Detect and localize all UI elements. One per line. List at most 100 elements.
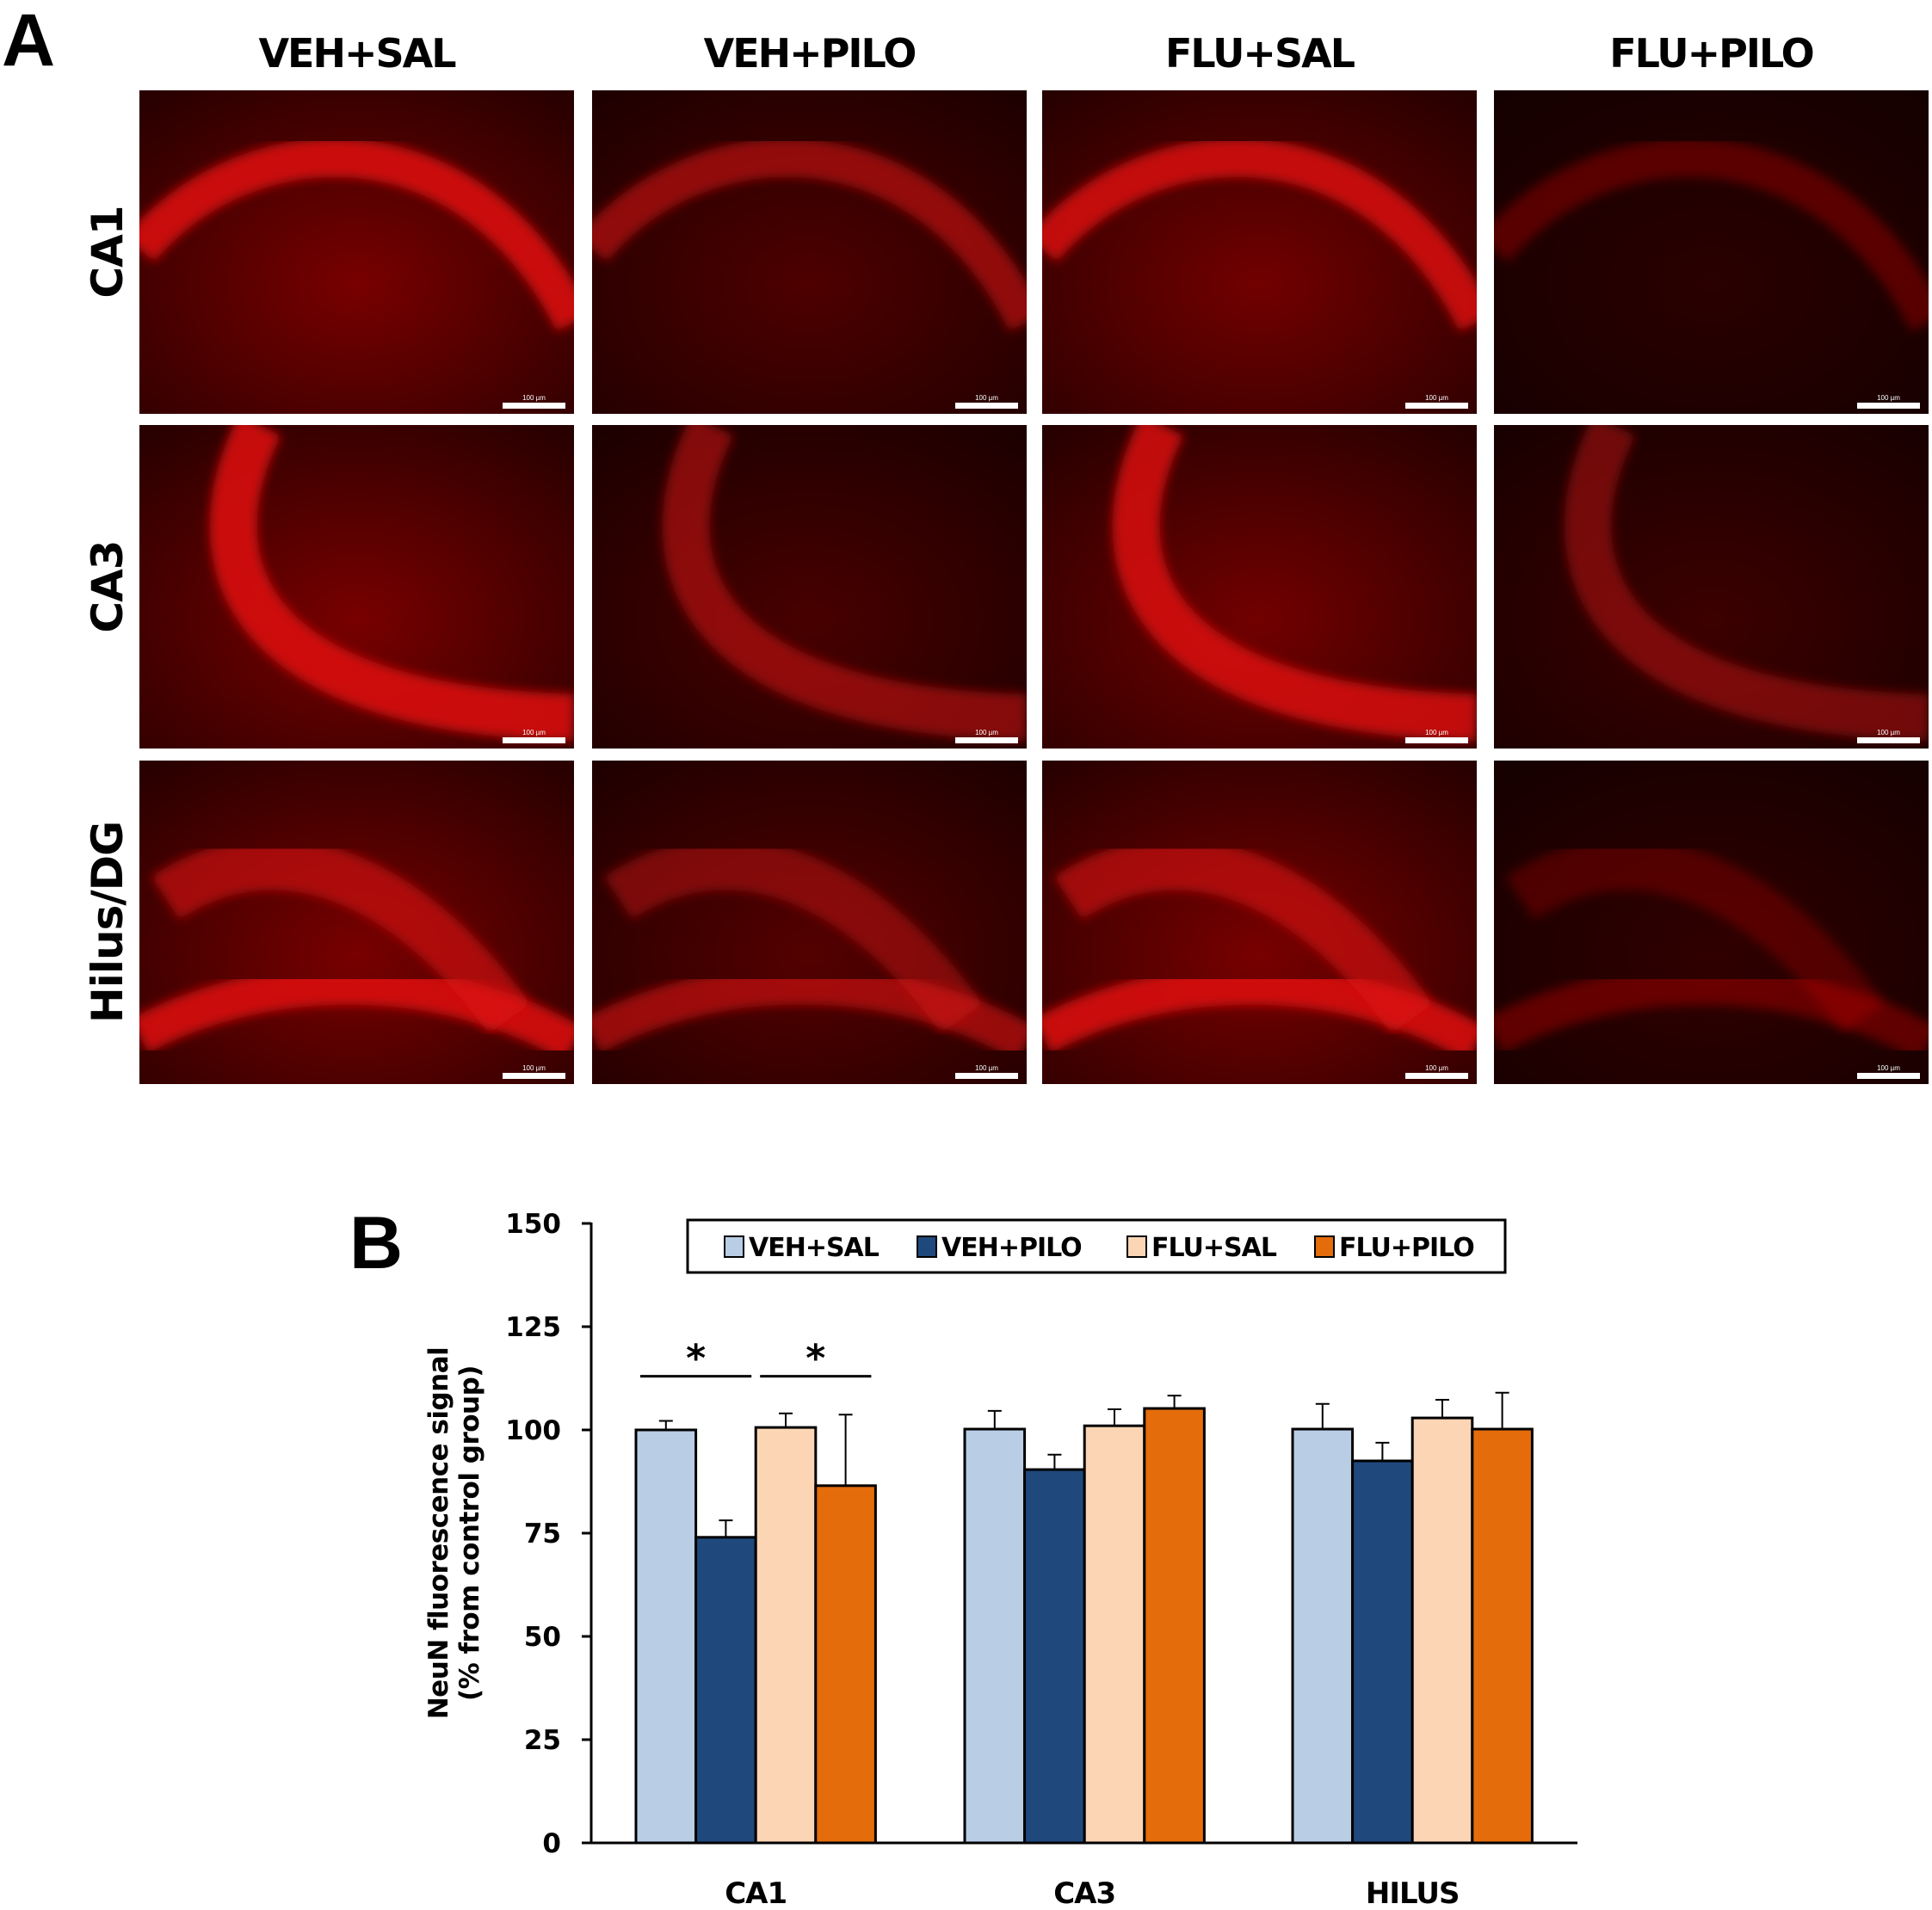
micrograph-1-2: 100 µm <box>1042 425 1477 749</box>
scale-bar-label: 100 µm <box>1877 729 1900 736</box>
bar-ca1-2 <box>754 1426 818 1845</box>
micrograph-2-0: 100 µm <box>139 761 574 1084</box>
scale-bar-line <box>503 737 565 743</box>
scale-bar-label: 100 µm <box>1425 729 1448 736</box>
y-tick-label: 150 <box>505 1209 561 1240</box>
y-axis-label: NeuN fluorescence signal <box>423 1347 454 1720</box>
scale-bar-line <box>1857 1073 1920 1079</box>
tissue-image <box>592 761 1027 1084</box>
column-heading-flu-pilo: FLU+PILO <box>1609 30 1815 77</box>
bar-ca1-0 <box>634 1428 698 1845</box>
scale-bar-line <box>955 737 1018 743</box>
error-bars <box>658 1391 1509 1537</box>
cell-layer <box>1564 425 1929 742</box>
scale-bar-line <box>1857 403 1920 409</box>
micrograph-0-1: 100 µm <box>592 90 1027 414</box>
column-heading-veh-sal: VEH+SAL <box>258 30 456 77</box>
scale-bar-line <box>1405 737 1468 743</box>
bar-ca1-3 <box>814 1484 877 1845</box>
legend-swatch-0 <box>724 1235 744 1258</box>
scale-bar: 100 µm <box>1857 729 1920 743</box>
significance-markers: * * <box>640 1337 872 1381</box>
cell-layer <box>1042 965 1477 1062</box>
scale-bar: 100 µm <box>1857 1064 1920 1079</box>
tissue-image <box>1042 90 1477 414</box>
legend-box <box>686 1218 1507 1274</box>
cell-layer <box>139 138 574 332</box>
bar-ca3-1 <box>1023 1468 1086 1845</box>
legend-swatch-2 <box>1126 1235 1147 1258</box>
scale-bar-line <box>955 1073 1018 1079</box>
scale-bar: 100 µm <box>955 1064 1018 1079</box>
y-tick-label: 0 <box>542 1828 561 1859</box>
scale-bar: 100 µm <box>503 729 565 743</box>
scale-bar-line <box>503 403 565 409</box>
tissue-image <box>1042 761 1477 1084</box>
cell-layer <box>1494 138 1929 332</box>
scale-bar-label: 100 µm <box>1877 1064 1900 1072</box>
bars <box>634 1407 1534 1845</box>
micrograph-1-3: 100 µm <box>1494 425 1929 749</box>
tissue-image <box>592 90 1027 414</box>
bar-ca3-0 <box>963 1427 1027 1845</box>
cell-layer <box>1112 425 1477 742</box>
micrograph-0-3: 100 µm <box>1494 90 1929 414</box>
scale-bar-line <box>955 403 1018 409</box>
micrograph-1-1: 100 µm <box>592 425 1027 749</box>
bar-ca3-3 <box>1143 1407 1206 1845</box>
scale-bar-label: 100 µm <box>1877 394 1900 402</box>
y-tick-label: 50 <box>524 1622 561 1653</box>
micrograph-0-0: 100 µm <box>139 90 574 414</box>
row-heading-ca3: CA3 <box>83 540 133 633</box>
scale-bar: 100 µm <box>955 729 1018 743</box>
cell-layer <box>662 425 1027 742</box>
cell-layer <box>1053 838 1434 1034</box>
cell-layer <box>1042 138 1477 332</box>
bar-hilus-0 <box>1291 1427 1355 1845</box>
tissue-image <box>139 425 574 749</box>
legend-label-2: FLU+SAL <box>1151 1233 1277 1263</box>
scale-bar-line <box>1405 1073 1468 1079</box>
tissue-image <box>1494 90 1929 414</box>
scale-bar-line <box>503 1073 565 1079</box>
panel-a-label: A <box>2 0 56 82</box>
micrograph-1-0: 100 µm <box>139 425 574 749</box>
significance-asterisk: * <box>686 1337 706 1381</box>
legend-label-1: VEH+PILO <box>941 1233 1082 1263</box>
bar-hilus-1 <box>1351 1459 1414 1845</box>
legend-swatch-1 <box>917 1235 937 1258</box>
bar-hilus-3 <box>1471 1427 1534 1845</box>
scale-bar-label: 100 µm <box>522 729 546 736</box>
cell-layer <box>209 425 574 742</box>
y-tick-label: 75 <box>524 1519 561 1550</box>
y-tick-label: 25 <box>524 1725 561 1756</box>
x-tick-label-hilus: HILUS <box>1366 1876 1460 1910</box>
x-axis-labels: CA1 CA3 HILUS <box>725 1876 1460 1910</box>
cell-layer <box>603 838 984 1034</box>
tissue-image <box>1494 425 1929 749</box>
y-axis-ticks: 0 25 50 75 100 125 150 <box>505 1209 591 1859</box>
scale-bar-label: 100 µm <box>1425 394 1448 402</box>
cell-layer <box>139 965 574 1062</box>
scale-bar: 100 µm <box>1405 729 1468 743</box>
cell-layer <box>1505 838 1886 1034</box>
significance-asterisk: * <box>806 1337 825 1381</box>
micrograph-2-3: 100 µm <box>1494 761 1929 1084</box>
legend-label-3: FLU+PILO <box>1339 1233 1474 1263</box>
bar-ca1-1 <box>694 1536 757 1845</box>
legend-label-0: VEH+SAL <box>749 1233 880 1263</box>
row-heading-hilus-dg: Hilus/DG <box>83 821 133 1024</box>
tissue-image <box>1494 761 1929 1084</box>
panel-b-label: B <box>349 1202 404 1285</box>
y-axis-label-line2: (% from control group) <box>454 1365 485 1701</box>
x-tick-label-ca1: CA1 <box>725 1876 787 1910</box>
x-tick-label-ca3: CA3 <box>1053 1876 1115 1910</box>
scale-bar-line <box>1857 737 1920 743</box>
cell-layer <box>592 138 1027 332</box>
legend-swatch-3 <box>1314 1235 1335 1258</box>
scale-bar-label: 100 µm <box>1425 1064 1448 1072</box>
tissue-image <box>139 761 574 1084</box>
tissue-image <box>139 90 574 414</box>
legend: VEH+SAL VEH+PILO FLU+SAL FLU+PILO <box>686 1218 1507 1274</box>
